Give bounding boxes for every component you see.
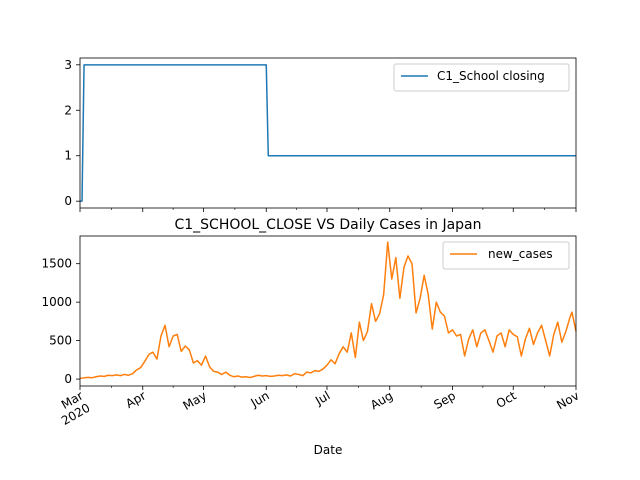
y-tick-label: 1500 — [41, 257, 72, 271]
top-legend: C1_School closing — [393, 63, 570, 92]
y-tick-label: 0 — [64, 372, 72, 386]
y-tick-label: 3 — [64, 58, 72, 72]
series-line-new-cases — [79, 241, 577, 380]
bottom-legend-box — [442, 241, 570, 270]
top-plot-area: 0 1 2 3 — [64, 57, 577, 212]
y-tick-label: 2 — [64, 103, 72, 117]
y-tick-label: 0 — [64, 194, 72, 208]
top-legend-label: C1_School closing — [437, 69, 545, 83]
bottom-legend: new_cases — [442, 241, 570, 270]
top-legend-box — [393, 63, 570, 92]
bottom-chart-title: C1_SCHOOL_CLOSE VS Daily Cases in Japan — [174, 217, 481, 233]
axes-frame — [79, 235, 577, 387]
x-tick-label: Jul — [312, 388, 332, 408]
y-tick-label: 500 — [49, 334, 72, 348]
axes-frame — [79, 57, 577, 209]
x-axis-label: Date — [314, 443, 343, 457]
bottom-legend-label: new_cases — [488, 247, 553, 261]
y-tick-label: 1 — [64, 149, 72, 163]
series-line-c1-school-closing — [80, 64, 576, 202]
top-chart-school-closing: 0 1 2 3 C1_School closing — [64, 57, 577, 212]
y-tick-label: 1000 — [41, 295, 72, 309]
